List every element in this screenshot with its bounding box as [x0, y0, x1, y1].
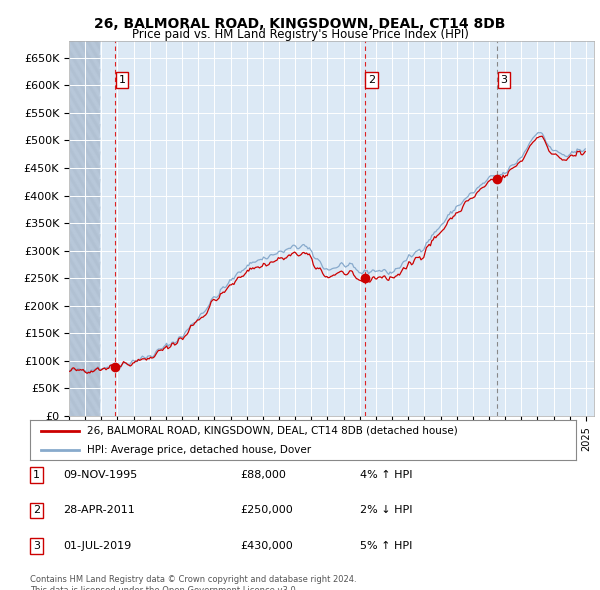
- Text: Contains HM Land Registry data © Crown copyright and database right 2024.
This d: Contains HM Land Registry data © Crown c…: [30, 575, 356, 590]
- Text: 2: 2: [368, 75, 376, 85]
- Text: 26, BALMORAL ROAD, KINGSDOWN, DEAL, CT14 8DB: 26, BALMORAL ROAD, KINGSDOWN, DEAL, CT14…: [94, 17, 506, 31]
- Text: 2% ↓ HPI: 2% ↓ HPI: [360, 506, 413, 515]
- Text: 3: 3: [33, 541, 40, 550]
- Text: £88,000: £88,000: [240, 470, 286, 480]
- Text: 1: 1: [118, 75, 125, 85]
- Text: 09-NOV-1995: 09-NOV-1995: [63, 470, 137, 480]
- Text: 5% ↑ HPI: 5% ↑ HPI: [360, 541, 412, 550]
- Text: £430,000: £430,000: [240, 541, 293, 550]
- Text: 3: 3: [500, 75, 508, 85]
- Text: HPI: Average price, detached house, Dover: HPI: Average price, detached house, Dove…: [88, 445, 311, 455]
- Text: 01-JUL-2019: 01-JUL-2019: [63, 541, 131, 550]
- Text: £250,000: £250,000: [240, 506, 293, 515]
- Text: 1: 1: [33, 470, 40, 480]
- Text: 2: 2: [33, 506, 40, 515]
- Text: 28-APR-2011: 28-APR-2011: [63, 506, 135, 515]
- Text: 4% ↑ HPI: 4% ↑ HPI: [360, 470, 413, 480]
- Text: Price paid vs. HM Land Registry's House Price Index (HPI): Price paid vs. HM Land Registry's House …: [131, 28, 469, 41]
- Text: 26, BALMORAL ROAD, KINGSDOWN, DEAL, CT14 8DB (detached house): 26, BALMORAL ROAD, KINGSDOWN, DEAL, CT14…: [88, 426, 458, 436]
